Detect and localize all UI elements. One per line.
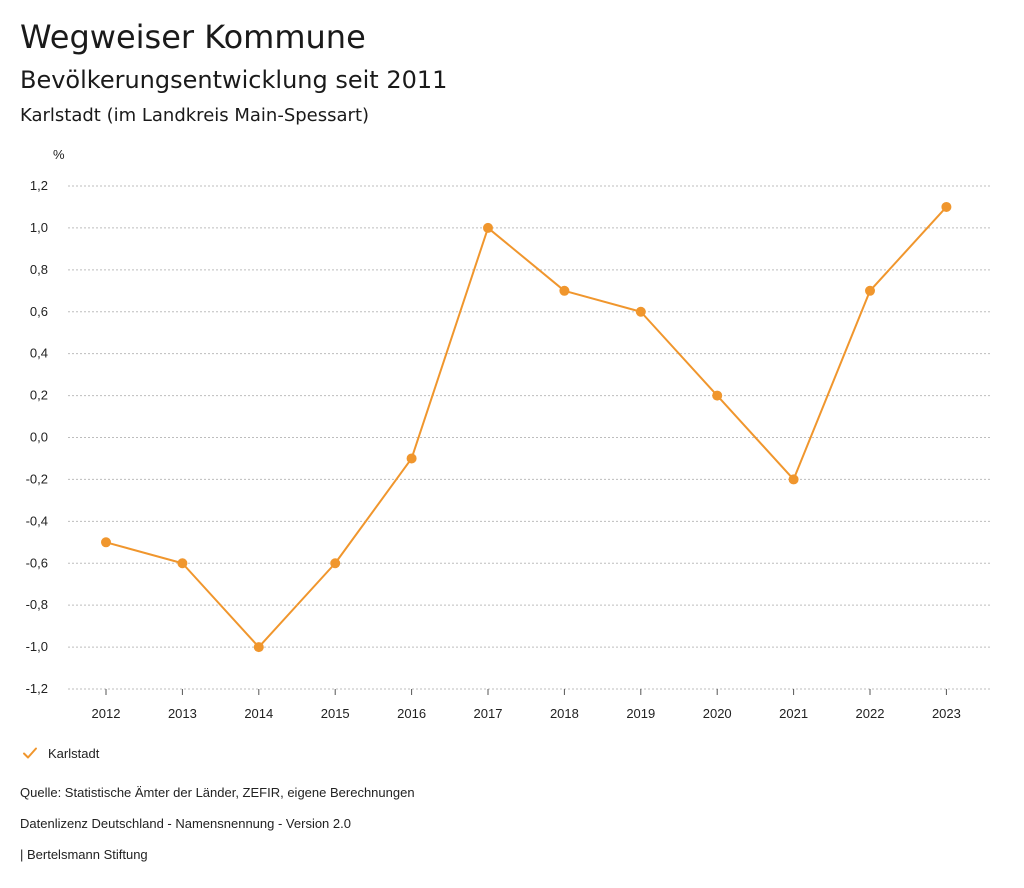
x-tick-label: 2020 <box>703 706 732 721</box>
legend-item-karlstadt[interactable]: Karlstadt <box>48 745 100 761</box>
series-layer <box>101 201 952 653</box>
x-tick-label: 2019 <box>626 706 655 721</box>
x-tick-label: 2015 <box>321 706 350 721</box>
x-tick-label: 2022 <box>856 706 885 721</box>
data-point[interactable] <box>101 537 111 548</box>
y-tick-label: 0,0 <box>30 430 48 445</box>
legend: Karlstadt <box>22 745 99 761</box>
y-axis-unit: % <box>53 147 65 162</box>
y-tick-label: -0,2 <box>26 471 48 486</box>
y-tick-label: 1,2 <box>30 178 48 193</box>
page-title: Wegweiser Kommune <box>20 18 366 56</box>
y-tick-label: 0,8 <box>30 262 48 277</box>
data-point[interactable] <box>330 558 341 569</box>
x-tick-label: 2018 <box>550 706 579 721</box>
y-tick-label: 0,2 <box>30 388 48 403</box>
x-tick-label: 2014 <box>244 706 273 721</box>
x-tick-label: 2013 <box>168 706 197 721</box>
check-icon <box>23 747 37 759</box>
series-line-karlstadt <box>105 206 948 649</box>
y-tick-label: 0,6 <box>30 304 48 319</box>
y-tick-label: 0,4 <box>30 346 48 361</box>
data-point[interactable] <box>559 285 570 296</box>
y-tick-label: -1,0 <box>26 639 48 654</box>
y-tick-label: -0,4 <box>26 513 48 528</box>
region-label: Karlstadt (im Landkreis Main-Spessart) <box>20 105 370 126</box>
axis-layer: % 1,2 1,0 0,8 0,6 0,4 0,2 0,0 -0,2 -0,4 -0,6 -0,8 -1… <box>26 147 961 721</box>
y-tick-label: -1,2 <box>26 681 48 696</box>
y-tick-label: -0,8 <box>26 597 48 612</box>
license-note: Datenlizenz Deutschland - Namensnennung … <box>20 816 351 831</box>
data-point[interactable] <box>635 306 646 317</box>
x-tick-label: 2017 <box>474 706 503 721</box>
data-point[interactable] <box>177 558 188 569</box>
chart-subtitle: Bevölkerungsentwicklung seit 2011 <box>20 66 448 94</box>
brand-note: | Bertelsmann Stiftung <box>20 847 148 862</box>
data-point[interactable] <box>865 285 875 296</box>
source-note: Quelle: Statistische Ämter der Länder, Z… <box>20 785 415 800</box>
x-tick-label: 2023 <box>932 706 961 721</box>
data-point[interactable] <box>406 453 417 464</box>
x-tick-label: 2016 <box>397 706 426 721</box>
data-point[interactable] <box>788 474 799 485</box>
data-point[interactable] <box>941 201 952 212</box>
x-tick-label: 2021 <box>779 706 808 721</box>
x-tick-label: 2012 <box>92 706 121 721</box>
y-tick-label: -0,6 <box>26 555 48 570</box>
data-point[interactable] <box>253 642 264 653</box>
data-point[interactable] <box>712 390 723 401</box>
y-tick-label: 1,0 <box>30 220 48 235</box>
grid-layer <box>68 185 990 690</box>
data-point[interactable] <box>483 222 493 233</box>
